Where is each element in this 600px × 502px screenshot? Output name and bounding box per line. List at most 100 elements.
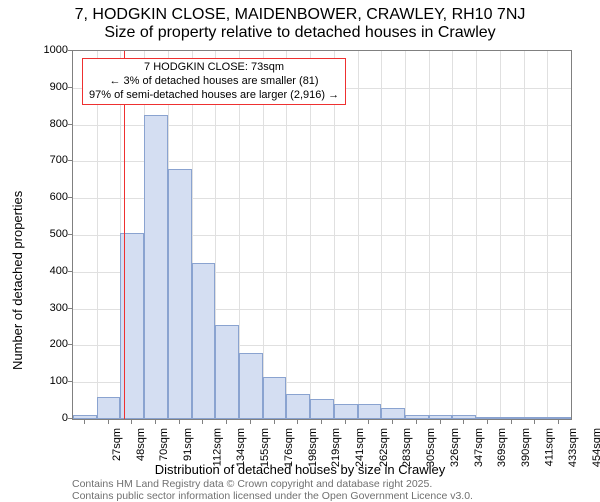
ytick-mark [68,344,72,345]
gridline-v [381,51,382,419]
xtick-label: 48sqm [135,428,147,461]
xtick-mark [534,420,535,424]
ytick-mark [68,124,72,125]
xtick-label: 112sqm [211,428,223,466]
ytick-mark [68,197,72,198]
histogram-bar [524,417,548,419]
xtick-mark [297,420,298,424]
xtick-mark [226,420,227,424]
ytick-label: 800 [50,118,68,130]
ytick-label: 1000 [44,44,68,56]
xtick-mark [179,420,180,424]
gridline-v [358,51,359,419]
ytick-label: 700 [50,154,68,166]
ytick-label: 300 [50,302,68,314]
xtick-label: 27sqm [111,428,123,461]
xtick-mark [202,420,203,424]
property-marker-line [124,51,125,419]
xtick-mark [511,420,512,424]
xtick-label: 347sqm [473,428,485,467]
histogram-bar [144,115,168,419]
gridline-v [263,51,264,419]
gridline-v [500,51,501,419]
xtick-mark [155,420,156,424]
xtick-mark [440,420,441,424]
histogram-bar [73,415,97,419]
xtick-mark [487,420,488,424]
ytick-mark [68,418,72,419]
ytick-label: 900 [50,81,68,93]
xtick-mark [416,420,417,424]
gridline-v [476,51,477,419]
callout-box: 7 HODGKIN CLOSE: 73sqm← 3% of detached h… [82,58,346,105]
histogram-bar [476,417,500,419]
gridline-v [429,51,430,419]
xtick-label: 433sqm [568,428,580,467]
ytick-mark [68,308,72,309]
xtick-mark [131,420,132,424]
footer-attribution-2: Contains public sector information licen… [72,490,473,502]
callout-line1: 7 HODGKIN CLOSE: 73sqm [89,61,339,75]
xtick-mark [274,420,275,424]
ytick-mark [68,234,72,235]
ytick-mark [68,271,72,272]
gridline-v [547,51,548,419]
histogram-bar [168,169,192,419]
xtick-mark [368,420,369,424]
chart-title-line2: Size of property relative to detached ho… [0,24,600,42]
histogram-bar [239,353,263,419]
xtick-mark [558,420,559,424]
xtick-label: 411sqm [543,428,555,466]
gridline-v [286,51,287,419]
ytick-label: 500 [50,228,68,240]
histogram-bar [215,325,239,419]
histogram-bar [310,399,334,419]
x-axis-label: Distribution of detached houses by size … [0,462,600,477]
ytick-label: 100 [50,375,68,387]
footer-attribution-1: Contains HM Land Registry data © Crown c… [72,478,432,490]
gridline-v [310,51,311,419]
ytick-mark [68,160,72,161]
histogram-bar [381,408,405,419]
ytick-label: 200 [50,338,68,350]
xtick-label: 155sqm [259,428,271,467]
chart-title-line1: 7, HODGKIN CLOSE, MAIDENBOWER, CRAWLEY, … [0,6,600,24]
callout-line2: ← 3% of detached houses are smaller (81) [89,75,339,89]
histogram-bar [97,397,121,419]
histogram-bar [358,404,382,419]
xtick-mark [321,420,322,424]
xtick-label: 176sqm [283,428,295,467]
histogram-bar [452,415,476,419]
xtick-label: 219sqm [330,428,342,467]
gridline-v [405,51,406,419]
gridline-v [97,51,98,419]
xtick-label: 454sqm [591,428,600,467]
chart-plot-area [72,50,572,420]
histogram-bar [500,417,524,419]
gridline-v [524,51,525,419]
xtick-mark [392,420,393,424]
histogram-bar [263,377,287,419]
xtick-label: 241sqm [354,428,366,467]
ytick-label: 400 [50,265,68,277]
callout-line3: 97% of semi-detached houses are larger (… [89,89,339,103]
ytick-label: 600 [50,191,68,203]
ytick-mark [68,381,72,382]
xtick-label: 134sqm [236,428,248,467]
xtick-label: 283sqm [402,428,414,467]
histogram-bar [429,415,453,419]
xtick-mark [345,420,346,424]
gridline-v [452,51,453,419]
xtick-label: 390sqm [520,428,532,467]
xtick-label: 262sqm [378,428,390,467]
histogram-bar [405,415,429,419]
xtick-mark [463,420,464,424]
histogram-bar [286,394,310,419]
histogram-bar [334,404,358,419]
histogram-bar [547,417,571,419]
y-axis-label: Number of detached properties [10,191,25,370]
ytick-mark [68,87,72,88]
gridline-v [334,51,335,419]
xtick-label: 305sqm [425,428,437,467]
ytick-mark [68,50,72,51]
